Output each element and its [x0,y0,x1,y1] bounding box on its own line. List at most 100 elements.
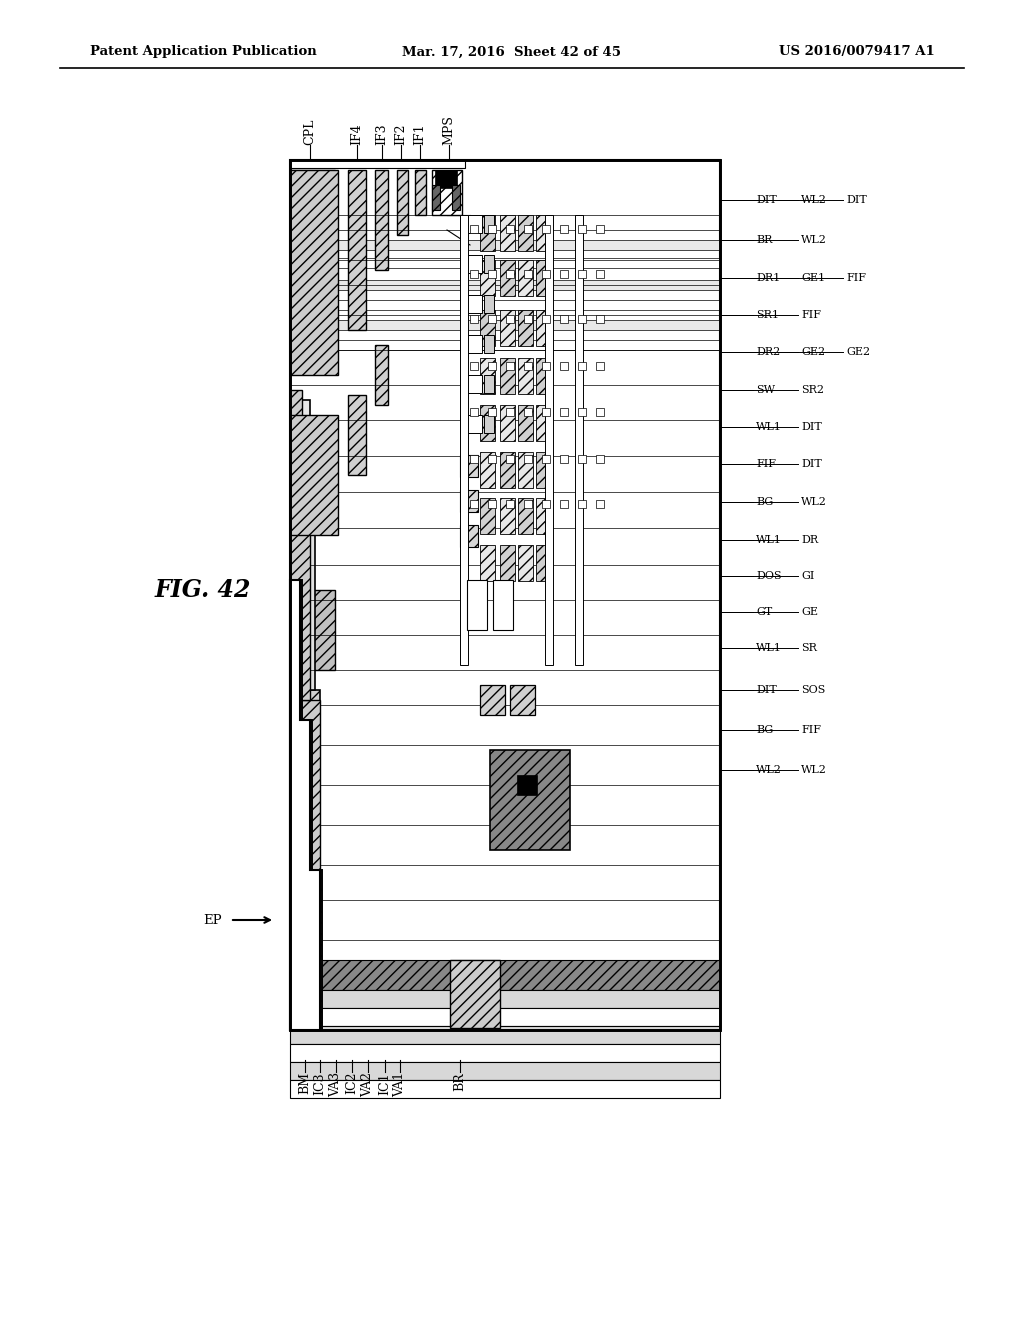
Bar [290,420,335,531]
Bar [488,408,496,416]
Bar [506,455,514,463]
Text: BG: BG [756,498,773,507]
Bar [470,408,478,416]
Bar [536,358,551,393]
Bar [432,185,440,210]
Text: WL2: WL2 [801,498,826,507]
Text: WL2: WL2 [756,766,782,775]
Text: IC1: IC1 [379,1072,391,1094]
Bar [536,405,551,441]
Bar [290,160,720,1030]
Bar [460,525,478,546]
Bar [470,315,478,323]
Bar [517,775,537,795]
Text: EP: EP [204,913,222,927]
Bar [493,579,513,630]
Bar [560,500,568,508]
Bar [500,498,515,535]
Text: DOS: DOS [756,572,781,581]
Bar [467,579,487,630]
Text: IF1: IF1 [414,123,427,145]
Text: BG: BG [756,725,773,735]
Text: GE: GE [801,607,818,616]
Bar [480,215,495,251]
Bar [560,315,568,323]
Text: BR: BR [756,235,772,246]
Text: WL2: WL2 [801,766,826,775]
Bar [460,335,482,352]
Bar [484,375,494,393]
Bar [290,1008,720,1026]
Text: GT: GT [756,607,772,616]
Bar [578,315,586,323]
Bar [575,215,583,665]
Bar [524,271,532,279]
Bar [578,362,586,370]
Bar [500,260,515,296]
Text: SW: SW [756,385,775,395]
Text: FIG. 42: FIG. 42 [155,578,252,602]
Bar [480,405,495,441]
Bar [480,545,495,581]
Text: US 2016/0079417 A1: US 2016/0079417 A1 [779,45,935,58]
Bar [290,160,465,168]
Bar [560,224,568,234]
Text: DIT: DIT [756,195,777,205]
Bar [518,310,534,346]
Bar [290,160,720,1030]
Bar [536,498,551,535]
Bar [470,455,478,463]
Bar [290,389,302,531]
Bar [596,224,604,234]
Bar [290,170,335,370]
Text: DR2: DR2 [756,347,780,356]
Text: VA3: VA3 [330,1072,342,1097]
Bar [560,271,568,279]
Text: WL1: WL1 [756,535,782,545]
Bar [397,170,408,235]
Text: VA2: VA2 [361,1072,375,1097]
Bar [518,358,534,393]
Bar [415,170,426,215]
Text: GI: GI [801,572,814,581]
Bar [500,310,515,346]
Text: IC3: IC3 [313,1072,327,1094]
Bar [460,455,478,477]
Bar [545,215,553,665]
Text: DIT: DIT [756,685,777,696]
Text: WL2: WL2 [801,235,826,246]
Bar [524,500,532,508]
Text: SOS: SOS [801,685,825,696]
Bar [290,700,319,1030]
Bar [518,498,534,535]
Bar [470,271,478,279]
Bar [290,531,310,700]
Text: IF4: IF4 [350,123,364,145]
Bar [290,257,720,268]
Bar [480,260,495,296]
Bar [470,362,478,370]
Bar [536,215,551,251]
Bar [500,545,515,581]
Bar [518,451,534,488]
Text: SR1: SR1 [756,310,779,319]
Bar [375,345,388,405]
Bar [536,545,551,581]
Text: MPS: MPS [442,115,456,145]
Polygon shape [290,579,322,1030]
Text: DIT: DIT [801,459,821,469]
Bar [290,319,720,330]
Bar [506,408,514,416]
Text: FIF: FIF [756,459,776,469]
Text: BM: BM [299,1072,311,1094]
Bar [290,280,720,290]
Bar [290,1044,720,1063]
Bar [488,271,496,279]
Bar [290,1026,720,1044]
Text: SR: SR [801,643,817,653]
Bar [578,224,586,234]
Bar [524,455,532,463]
Bar [470,500,478,508]
Bar [518,215,534,251]
Bar [290,160,720,1030]
